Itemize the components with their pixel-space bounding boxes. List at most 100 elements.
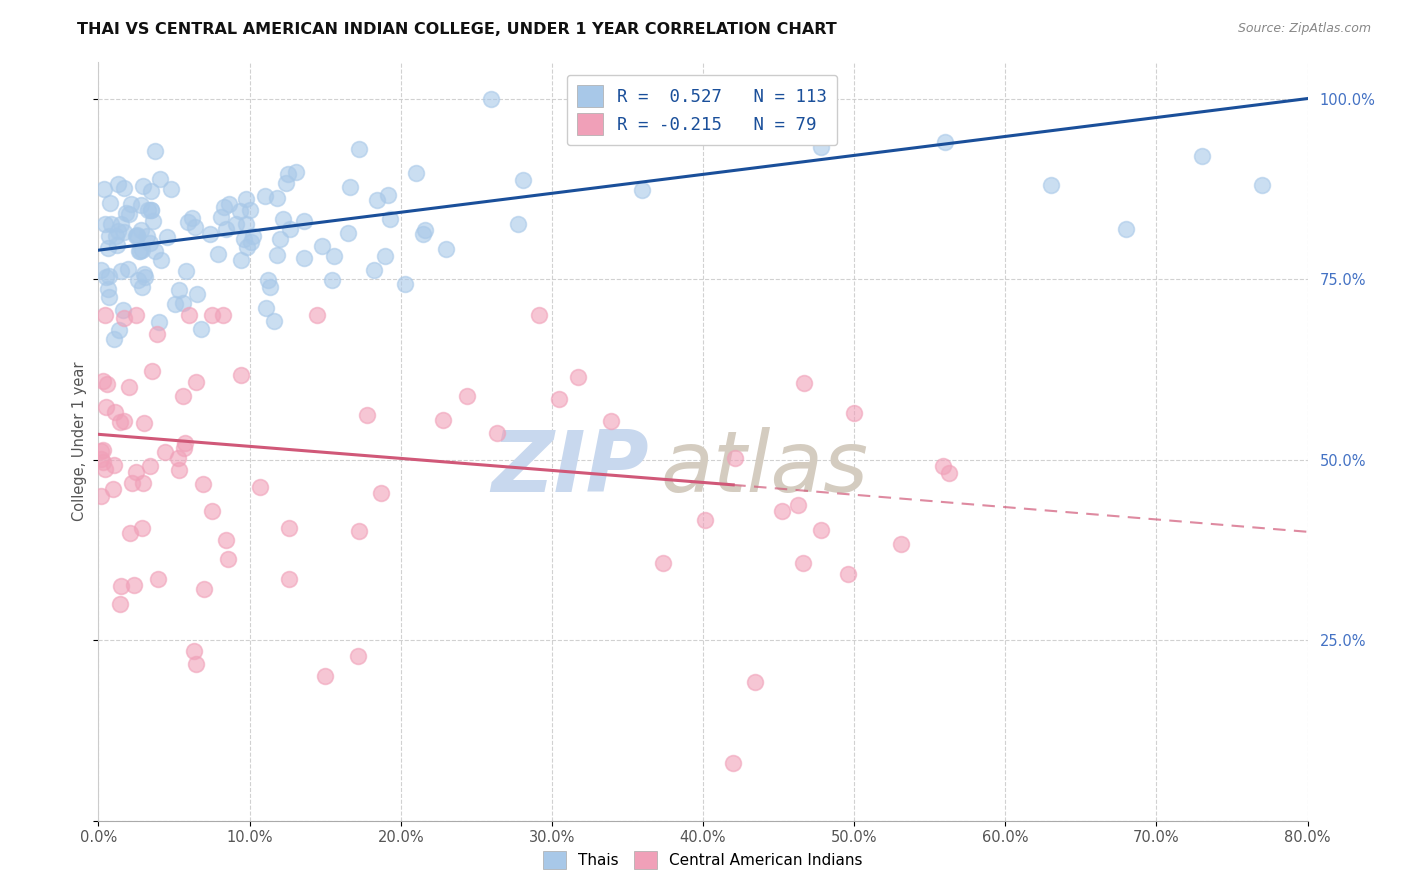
Point bbox=[167, 283, 190, 297]
Point bbox=[148, 315, 170, 329]
Point bbox=[125, 227, 148, 242]
Point bbox=[567, 369, 589, 384]
Point bbox=[172, 389, 194, 403]
Point bbox=[118, 379, 141, 393]
Point bbox=[693, 513, 716, 527]
Point bbox=[93, 455, 115, 469]
Point bbox=[100, 218, 122, 232]
Point bbox=[212, 200, 235, 214]
Point bbox=[138, 459, 160, 474]
Point bbox=[90, 263, 112, 277]
Point bbox=[156, 230, 179, 244]
Point bbox=[201, 504, 224, 518]
Point bbox=[370, 485, 392, 500]
Point bbox=[191, 477, 214, 491]
Point bbox=[235, 192, 257, 206]
Point bbox=[249, 480, 271, 494]
Point bbox=[105, 228, 128, 243]
Point bbox=[114, 206, 136, 220]
Point bbox=[456, 388, 478, 402]
Point bbox=[172, 296, 194, 310]
Point bbox=[139, 184, 162, 198]
Point bbox=[1039, 178, 1062, 193]
Point bbox=[235, 240, 257, 254]
Point bbox=[214, 221, 236, 235]
Point bbox=[110, 579, 132, 593]
Point bbox=[180, 211, 202, 225]
Point bbox=[93, 442, 115, 457]
Point bbox=[97, 290, 120, 304]
Point bbox=[277, 572, 299, 586]
Point bbox=[190, 322, 212, 336]
Point bbox=[311, 238, 333, 252]
Point bbox=[235, 217, 257, 231]
Point bbox=[132, 178, 155, 193]
Point bbox=[201, 308, 224, 322]
Point bbox=[547, 392, 569, 406]
Point bbox=[183, 644, 205, 658]
Point bbox=[129, 222, 152, 236]
Point bbox=[254, 189, 277, 203]
Point bbox=[931, 458, 953, 473]
Point bbox=[810, 523, 832, 537]
Point bbox=[122, 578, 145, 592]
Point bbox=[225, 217, 247, 231]
Point bbox=[108, 415, 131, 429]
Point bbox=[209, 210, 232, 224]
Point bbox=[356, 408, 378, 422]
Point bbox=[651, 557, 673, 571]
Point bbox=[793, 376, 815, 390]
Point bbox=[723, 756, 745, 770]
Text: atlas: atlas bbox=[661, 426, 869, 509]
Point bbox=[117, 262, 139, 277]
Legend: Thais, Central American Indians: Thais, Central American Indians bbox=[537, 845, 869, 875]
Point bbox=[97, 282, 120, 296]
Point bbox=[120, 526, 142, 541]
Point bbox=[1251, 178, 1274, 193]
Point bbox=[118, 207, 141, 221]
Point bbox=[134, 270, 156, 285]
Point bbox=[94, 270, 117, 285]
Point bbox=[631, 182, 654, 196]
Point bbox=[146, 572, 169, 586]
Point bbox=[93, 308, 115, 322]
Point bbox=[412, 227, 434, 241]
Point bbox=[103, 458, 125, 473]
Point bbox=[131, 279, 153, 293]
Y-axis label: College, Under 1 year: College, Under 1 year bbox=[72, 362, 87, 521]
Point bbox=[366, 193, 388, 207]
Point bbox=[150, 253, 173, 268]
Point bbox=[217, 552, 239, 566]
Point bbox=[90, 444, 112, 458]
Point bbox=[744, 675, 766, 690]
Point bbox=[94, 461, 117, 475]
Point bbox=[184, 375, 207, 389]
Point bbox=[139, 202, 162, 217]
Point bbox=[229, 204, 252, 219]
Point bbox=[97, 241, 120, 255]
Text: ZIP: ZIP bbox=[491, 426, 648, 509]
Point bbox=[174, 264, 197, 278]
Point bbox=[112, 225, 135, 239]
Point bbox=[277, 167, 299, 181]
Point bbox=[232, 232, 254, 246]
Point bbox=[94, 401, 117, 415]
Point bbox=[120, 196, 142, 211]
Point bbox=[139, 236, 162, 251]
Point bbox=[242, 228, 264, 243]
Point bbox=[112, 311, 135, 326]
Point bbox=[112, 181, 135, 195]
Point bbox=[259, 280, 281, 294]
Point bbox=[432, 413, 454, 427]
Point bbox=[127, 272, 149, 286]
Point bbox=[167, 463, 190, 477]
Point bbox=[177, 308, 200, 322]
Point bbox=[599, 414, 621, 428]
Point bbox=[98, 229, 121, 244]
Point bbox=[146, 326, 169, 341]
Legend: R =  0.527   N = 113, R = -0.215   N = 79: R = 0.527 N = 113, R = -0.215 N = 79 bbox=[567, 75, 838, 145]
Point bbox=[212, 308, 235, 322]
Point bbox=[108, 597, 131, 611]
Point bbox=[339, 179, 361, 194]
Point bbox=[844, 406, 866, 420]
